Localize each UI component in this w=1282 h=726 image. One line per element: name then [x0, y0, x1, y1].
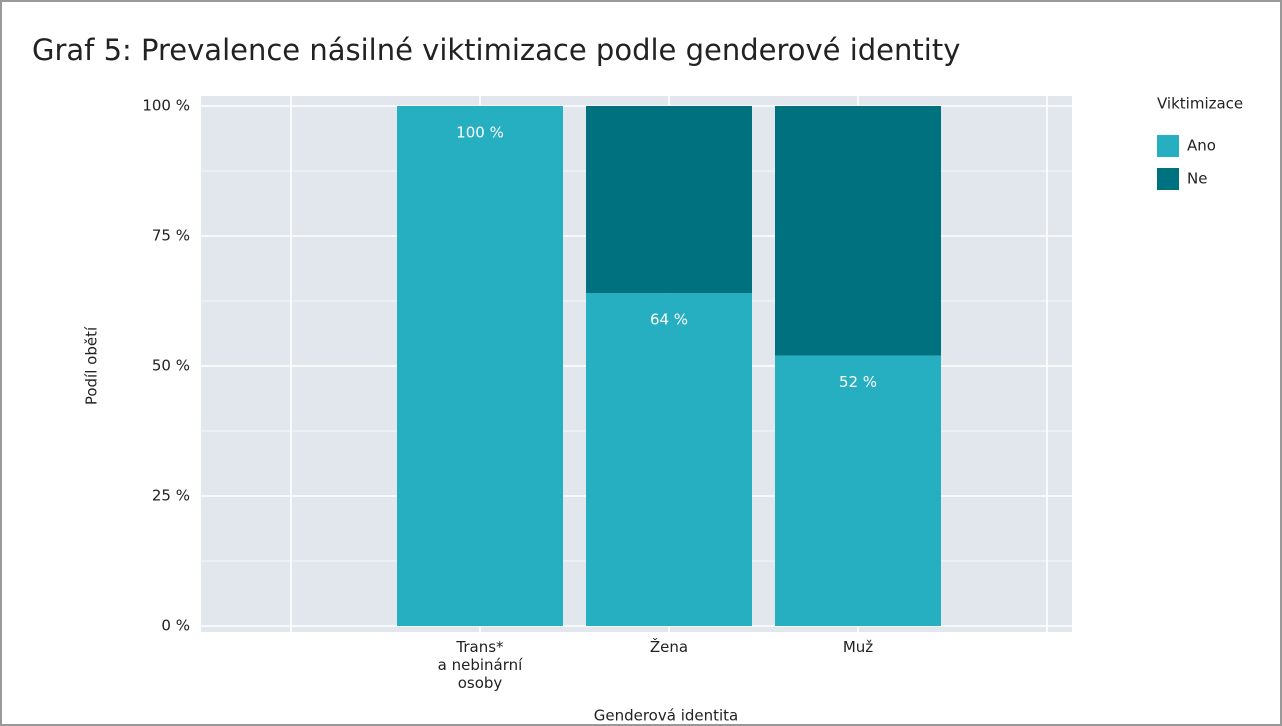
y-tick-label: 25 % [152, 487, 190, 505]
bar-segment [586, 106, 752, 294]
legend-title: Viktimizace [1157, 95, 1243, 113]
y-tick-label: 50 % [152, 357, 190, 375]
bar-segment [775, 355, 941, 626]
chart-title: Graf 5: Prevalence násilné viktimizace p… [32, 33, 960, 67]
x-tick-label: Muž [842, 638, 874, 656]
y-tick-label: 0 % [161, 617, 190, 635]
bar-segment [586, 293, 752, 626]
x-tick-label: Trans* a nebinární osoby [437, 638, 523, 692]
legend-swatch [1157, 135, 1179, 157]
y-tick-label: 100 % [142, 97, 190, 115]
legend-swatch [1157, 168, 1179, 190]
bar-segment [397, 106, 563, 626]
value-label: 64 % [650, 311, 688, 329]
x-axis-title: Genderová identita [594, 707, 739, 725]
value-label: 52 % [839, 373, 877, 391]
y-axis-title: Podíl obětí [83, 326, 101, 405]
value-label: 100 % [456, 124, 504, 142]
x-tick-label: Žena [649, 638, 689, 656]
y-tick-label: 75 % [152, 227, 190, 245]
legend-label: Ne [1187, 170, 1207, 188]
legend-label: Ano [1187, 137, 1216, 155]
bar-segment [775, 106, 941, 356]
